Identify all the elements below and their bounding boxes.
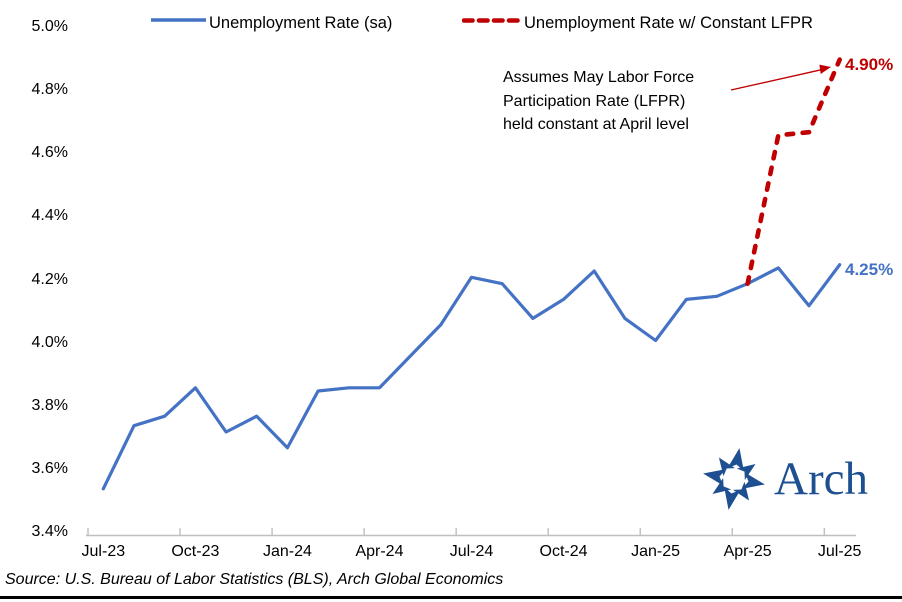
legend-label-unemployment-rate: Unemployment Rate (sa) xyxy=(209,14,393,32)
y-tick-label: 4.8% xyxy=(31,81,68,99)
bottom-rule xyxy=(0,596,902,599)
dashed-line-swatch-icon xyxy=(462,18,521,23)
x-tick-label: Oct-24 xyxy=(539,543,588,560)
y-tick-label: 4.0% xyxy=(31,333,68,351)
annotation-text: Assumes May Labor Force Participation Ra… xyxy=(503,69,695,133)
starburst-arrow xyxy=(733,481,750,501)
arch-starburst-icon xyxy=(703,448,765,510)
unemployment-rate-end-value-label: 4.25% xyxy=(845,260,894,279)
x-tick-label: Jul-24 xyxy=(449,543,494,560)
y-tick-label: 4.6% xyxy=(31,144,68,162)
x-tick-label: Jan-25 xyxy=(631,543,681,560)
x-axis-ticks xyxy=(87,528,826,536)
starburst-arrow xyxy=(712,478,732,495)
unemployment-rate-line xyxy=(101,263,842,491)
legend-label-constant-lfpr: Unemployment Rate w/ Constant LFPR xyxy=(524,14,813,32)
arch-wordmark: Arch xyxy=(774,453,868,505)
x-tick-label: Apr-24 xyxy=(355,543,404,560)
x-tick-label: Jul-23 xyxy=(81,543,126,560)
y-tick-label: 4.4% xyxy=(31,207,68,225)
starburst-arrow xyxy=(727,448,744,471)
starburst-arrow xyxy=(736,463,756,480)
solid-line-swatch-icon xyxy=(151,18,206,22)
y-tick-label: 3.8% xyxy=(31,396,68,414)
source-text: Source: U.S. Bureau of Labor Statistics … xyxy=(5,571,504,588)
starburst-arrow xyxy=(703,469,726,486)
y-tick-label: 3.4% xyxy=(31,523,68,540)
x-tick-label: Jan-24 xyxy=(262,543,312,560)
y-tick-label: 3.6% xyxy=(31,459,68,477)
starburst-arrow xyxy=(742,472,765,489)
constant-lfpr-end-value-label: 4.90% xyxy=(845,55,894,74)
y-tick-label: 4.2% xyxy=(31,270,68,288)
starburst-arrow xyxy=(718,457,735,477)
annotation-arrow xyxy=(730,64,831,91)
y-axis: 5.0% 4.8% 4.6% 4.4% 4.2% 4.0% 3.8% 3.6% 3.4% xyxy=(0,0,70,602)
x-tick-label: Jul-25 xyxy=(817,543,862,560)
x-axis: Jul-23 Oct-23 Jan-24 Apr-24 Jul-24 Oct-24 Jan-… xyxy=(0,543,902,565)
constant-lfpr-line xyxy=(745,57,843,287)
x-tick-label: Apr-25 xyxy=(723,543,772,560)
y-tick-label: 5.0% xyxy=(31,18,68,35)
starburst-arrow xyxy=(724,487,741,510)
arch-logo: Arch xyxy=(700,444,880,516)
x-tick-label: Oct-23 xyxy=(171,543,220,560)
